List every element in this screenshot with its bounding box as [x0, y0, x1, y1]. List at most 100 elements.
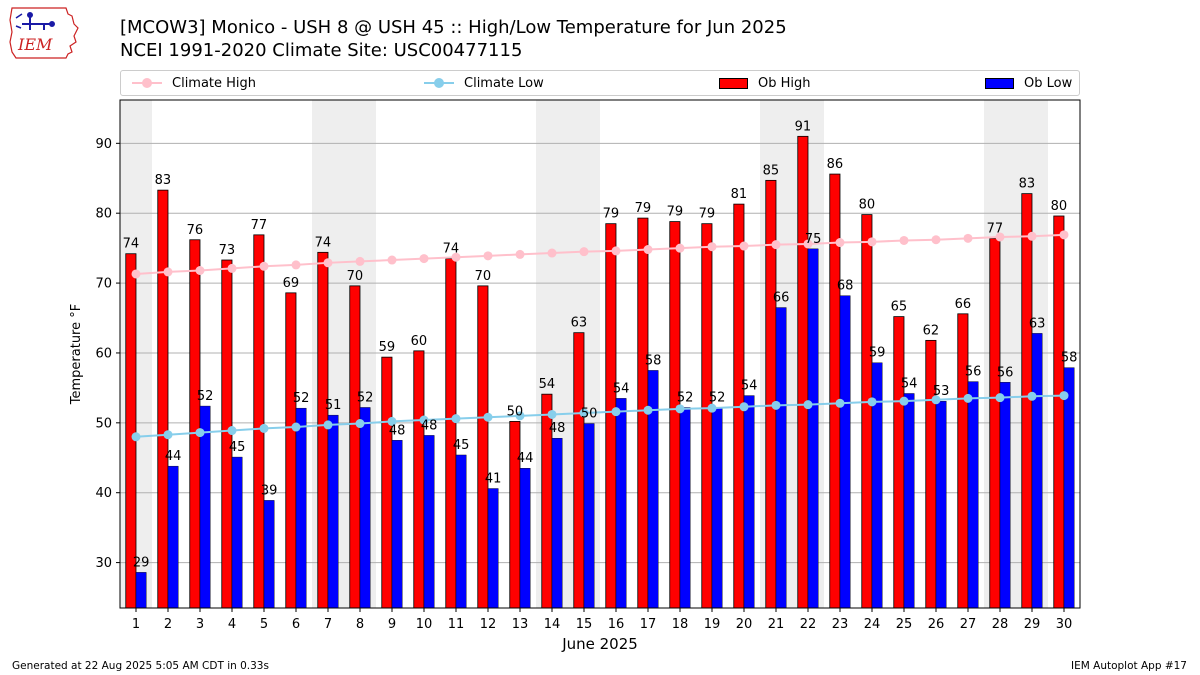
- y-tick-label-70: 70: [95, 277, 112, 292]
- ob-low-label-21: 66: [773, 291, 790, 306]
- climate-high-point-21: [771, 240, 781, 250]
- plot-frame: [119, 99, 1081, 609]
- climate-low-point-15: [579, 408, 589, 418]
- x-tick-label-2: 2: [164, 617, 172, 632]
- climate-high-point-9: [387, 255, 397, 265]
- x-tick-label-24: 24: [864, 617, 881, 632]
- ob-low-bar-12: [487, 488, 499, 609]
- climate-high-point-25: [899, 235, 909, 245]
- ob-low-bar-20: [743, 395, 755, 609]
- x-tick-label-8: 8: [356, 617, 364, 632]
- ob-high-bar-15: [573, 332, 585, 609]
- ob-high-label-14: 54: [539, 377, 556, 392]
- x-tick-label-6: 6: [292, 617, 300, 632]
- ob-low-label-30: 58: [1061, 351, 1078, 366]
- ob-high-bar-25: [893, 316, 905, 609]
- legend-climate-high-label: Climate High: [172, 75, 257, 91]
- climate-high-point-14: [547, 248, 557, 258]
- y-tick-label-30: 30: [95, 556, 112, 571]
- x-tick-label-22: 22: [800, 617, 817, 632]
- x-tick-label-13: 13: [512, 617, 529, 632]
- ob-low-bar-22: [807, 248, 819, 609]
- climate-low-point-22: [803, 400, 813, 410]
- ob-low-label-22: 75: [805, 232, 822, 247]
- ob-low-label-29: 63: [1029, 316, 1046, 331]
- x-tick-label-10: 10: [416, 617, 433, 632]
- legend-climate-low-swatch: [424, 78, 454, 88]
- ob-high-bar-5: [253, 234, 265, 609]
- climate-high-point-1: [131, 269, 141, 279]
- ob-low-label-2: 44: [165, 449, 182, 464]
- climate-high-point-16: [611, 246, 621, 256]
- ob-low-label-4: 45: [229, 440, 246, 455]
- climate-high-point-11: [451, 252, 461, 262]
- climate-low-point-19: [707, 403, 717, 413]
- ob-low-bar-2: [167, 465, 179, 609]
- y-tick-label-40: 40: [95, 486, 112, 501]
- chart-title: [MCOW3] Monico - USH 8 @ USH 45 :: High/…: [120, 17, 787, 38]
- x-tick-label-5: 5: [260, 617, 268, 632]
- ob-low-bar-9: [391, 440, 403, 609]
- climate-low-point-17: [643, 405, 653, 415]
- x-axis-label: June 2025: [561, 635, 638, 653]
- ob-low-label-15: 50: [581, 407, 598, 422]
- ob-low-bar-23: [839, 295, 851, 609]
- ob-low-bar-27: [967, 381, 979, 609]
- climate-high-point-6: [291, 260, 301, 270]
- x-tick-label-1: 1: [132, 617, 140, 632]
- x-tick-label-7: 7: [324, 617, 332, 632]
- x-tick-label-26: 26: [928, 617, 945, 632]
- ob-high-label-6: 69: [283, 276, 300, 291]
- legend-climate-high: Climate High: [132, 71, 256, 95]
- ob-high-bar-6: [285, 292, 297, 609]
- x-tick-label-9: 9: [388, 617, 396, 632]
- ob-high-bar-28: [989, 237, 1001, 609]
- climate-high-point-19: [707, 242, 717, 252]
- ob-high-label-24: 80: [859, 198, 876, 213]
- ob-low-label-3: 52: [197, 389, 214, 404]
- climate-high-point-29: [1027, 231, 1037, 241]
- climate-low-point-26: [931, 395, 941, 405]
- ob-low-bar-26: [935, 400, 947, 609]
- ob-low-label-26: 53: [933, 384, 950, 399]
- x-tick-label-29: 29: [1024, 617, 1041, 632]
- climate-low-point-13: [515, 411, 525, 421]
- climate-high-point-22: [803, 239, 813, 249]
- ob-low-bar-30: [1063, 367, 1075, 609]
- ob-low-bar-8: [359, 407, 371, 609]
- climate-high-point-15: [579, 247, 589, 257]
- ob-high-bar-13: [509, 421, 521, 609]
- ob-low-label-1: 29: [133, 555, 150, 570]
- ob-high-label-2: 83: [155, 173, 172, 188]
- x-tick-label-19: 19: [704, 617, 721, 632]
- app-label: IEM Autoplot App #17: [1071, 660, 1187, 672]
- ob-high-label-18: 79: [667, 205, 684, 220]
- ob-low-bar-19: [711, 407, 723, 609]
- ob-high-label-21: 85: [763, 163, 780, 178]
- climate-low-point-10: [419, 415, 429, 425]
- x-tick-label-28: 28: [992, 617, 1009, 632]
- ob-low-bar-6: [295, 407, 307, 609]
- x-tick-label-27: 27: [960, 617, 977, 632]
- ob-high-label-11: 74: [443, 242, 460, 257]
- climate-high-point-18: [675, 243, 685, 253]
- legend-ob-high-swatch: [719, 77, 748, 89]
- ob-high-bar-7: [317, 251, 329, 609]
- ob-high-label-9: 59: [379, 340, 396, 355]
- climate-high-point-7: [323, 258, 333, 268]
- ob-high-bar-3: [189, 239, 201, 609]
- climate-high-point-24: [867, 237, 877, 247]
- climate-high-point-13: [515, 249, 525, 259]
- ob-low-bar-1: [135, 572, 147, 609]
- climate-high-point-4: [227, 263, 237, 273]
- iem-logo: IEM: [9, 7, 79, 59]
- ob-high-label-10: 60: [411, 334, 428, 349]
- climate-low-point-1: [131, 432, 141, 442]
- ob-high-label-26: 62: [923, 323, 940, 338]
- ob-low-bar-5: [263, 500, 275, 609]
- x-tick-label-21: 21: [768, 617, 785, 632]
- ob-low-label-16: 54: [613, 381, 630, 396]
- legend-ob-low: Ob Low: [985, 71, 1072, 95]
- ob-low-bar-16: [615, 398, 627, 609]
- x-tick-label-4: 4: [228, 617, 236, 632]
